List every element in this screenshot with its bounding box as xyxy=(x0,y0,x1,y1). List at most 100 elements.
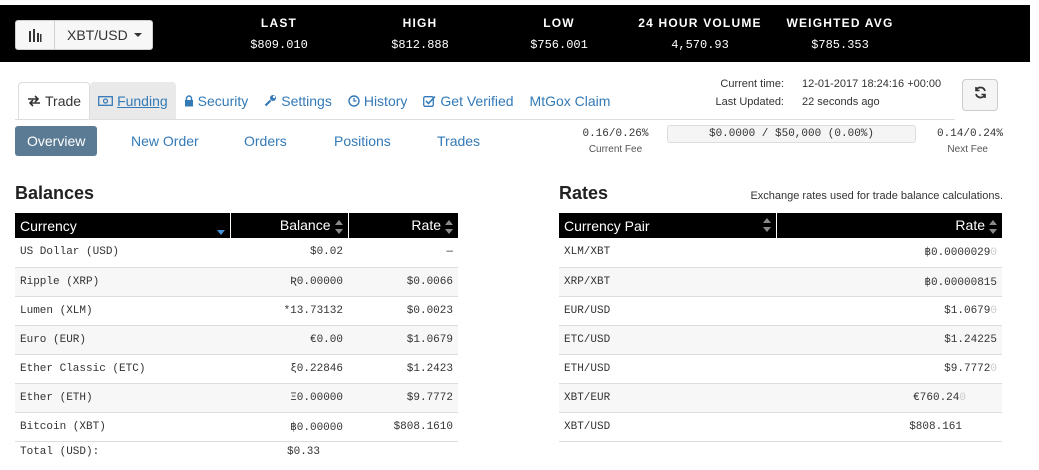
table-header-row: Currency Balance Rate xyxy=(15,213,458,238)
table-row: Ether (ETH) Ξ0.00000 $9.7772 xyxy=(15,383,458,413)
table-row: XRP/XBT ฿0.00000815 xyxy=(559,267,1002,297)
cell-balance: ξ0.22846 xyxy=(230,354,348,384)
table-row: Ripple (XRP) Ʀ0.00000 $0.0066 xyxy=(15,267,458,297)
rates-title: Rates xyxy=(559,183,609,203)
cell-rate: — xyxy=(348,238,458,268)
stat-value: $756.001 xyxy=(530,38,588,52)
stat-volume: 24 HOUR VOLUME 4,570.93 xyxy=(630,16,770,52)
table-row: Bitcoin (XBT) ฿0.00000 $808.1610 xyxy=(15,412,458,442)
balances-title: Balances xyxy=(15,183,95,203)
exchange-icon xyxy=(27,95,41,107)
subtab-new-order[interactable]: New Order xyxy=(131,133,199,149)
stat-value: 4,570.93 xyxy=(671,38,729,52)
table-header-row: Currency Pair Rate xyxy=(559,213,1002,238)
col-header-rate[interactable]: Rate xyxy=(347,213,458,238)
rates-table: Currency Pair Rate XLM/XBT ฿0.00000290 X… xyxy=(559,213,1002,442)
cell-balance: ฿0.00000 xyxy=(230,412,348,442)
tab-security[interactable]: Security xyxy=(176,82,257,119)
check-square-icon xyxy=(423,95,436,107)
stat-label: LOW xyxy=(543,16,575,30)
current-fee-label: Current Fee xyxy=(588,144,643,155)
tab-get-verified[interactable]: Get Verified xyxy=(415,82,521,119)
tab-label: Get Verified xyxy=(440,92,514,109)
stat-last: LAST $809.010 xyxy=(239,16,319,52)
clock-icon xyxy=(348,94,360,107)
rates-note: Exchange rates used for trade balance ca… xyxy=(750,190,1003,202)
stat-value: $812.888 xyxy=(391,38,449,52)
current-fee: 0.16/0.26% Current Fee xyxy=(578,128,653,155)
ticker-bar: XBT/USD LAST $809.010 HIGH $812.888 LOW … xyxy=(0,5,1030,62)
wrench-icon xyxy=(264,94,277,107)
cell-currency: Ether Classic (ETC) xyxy=(15,354,230,384)
cell-rate: ฿0.00000815 xyxy=(776,267,1002,297)
col-header-currency-pair[interactable]: Currency Pair xyxy=(559,213,776,238)
cell-pair: XBT/EUR xyxy=(559,383,776,413)
cell-rate: $0.0023 xyxy=(348,296,458,326)
stat-weighted-avg: WEIGHTED AVG $785.353 xyxy=(780,16,900,52)
sort-icon xyxy=(989,219,997,234)
tab-trade[interactable]: Trade xyxy=(18,82,91,120)
trailing-zero: 0 xyxy=(990,362,997,375)
subtab-positions[interactable]: Positions xyxy=(334,133,391,149)
current-fee-value: 0.16/0.26% xyxy=(582,128,649,140)
subtab-trades[interactable]: Trades xyxy=(437,133,481,149)
cell-currency: Bitcoin (XBT) xyxy=(15,412,230,442)
cell-balance: Ξ0.00000 xyxy=(230,383,348,413)
cell-rate: $808.1610 xyxy=(348,412,458,442)
cell-pair: XLM/XBT xyxy=(559,238,776,268)
tab-mtgox-claim[interactable]: MtGox Claim xyxy=(522,82,619,119)
total-value: $0.33 xyxy=(287,446,321,458)
refresh-button[interactable] xyxy=(962,79,998,111)
fee-volume-progress: $0.0000 / $50,000 (0.00%) xyxy=(667,125,916,143)
stat-label: LAST xyxy=(260,16,298,30)
table-row: US Dollar (USD) $0.02 — xyxy=(15,238,458,268)
tab-settings[interactable]: Settings xyxy=(256,82,340,119)
refresh-icon xyxy=(974,86,987,104)
pair-selector-button[interactable]: XBT/USD xyxy=(15,20,153,50)
cell-rate: $808.161 xyxy=(776,412,1002,442)
lock-icon xyxy=(184,94,194,107)
last-updated-label: Last Updated: xyxy=(715,96,785,108)
col-header-rate[interactable]: Rate xyxy=(775,213,1002,238)
fee-progress-text: $0.0000 / $50,000 (0.00%) xyxy=(708,128,875,140)
cell-rate: $9.77720 xyxy=(776,354,1002,384)
time-info: Current time: 12-01-2017 18:24:16 +00:00… xyxy=(700,78,942,114)
cell-rate: €760.240 xyxy=(776,383,1002,413)
col-header-balance[interactable]: Balance xyxy=(229,213,348,238)
cell-rate: $0.0066 xyxy=(348,267,458,297)
stat-low: LOW $756.001 xyxy=(519,16,599,52)
next-fee-label: Next Fee xyxy=(947,144,988,155)
stat-label: WEIGHTED AVG xyxy=(786,16,894,30)
cell-rate: $1.2423 xyxy=(348,354,458,384)
cell-pair: ETH/USD xyxy=(559,354,776,384)
subtab-orders[interactable]: Orders xyxy=(244,133,287,149)
cell-currency: Euro (EUR) xyxy=(15,325,230,355)
table-row: XLM/XBT ฿0.00000290 xyxy=(559,238,1002,268)
next-fee-value: 0.14/0.24% xyxy=(936,128,1003,140)
cell-currency: Ripple (XRP) xyxy=(15,267,230,297)
cell-currency: Ether (ETH) xyxy=(15,383,230,413)
tab-label: Security xyxy=(197,92,249,109)
cell-rate: ฿0.00000290 xyxy=(776,238,1002,268)
cell-balance: Ʀ0.00000 xyxy=(230,267,348,297)
stat-high: HIGH $812.888 xyxy=(380,16,460,52)
sort-icon xyxy=(445,219,453,234)
cell-pair: XRP/XBT xyxy=(559,267,776,297)
balances-total-row: Total (USD): $0.33 xyxy=(15,441,458,465)
table-row: Lumen (XLM) *13.73132 $0.0023 xyxy=(15,296,458,326)
tab-funding[interactable]: Funding xyxy=(90,82,176,119)
table-row: Euro (EUR) €0.00 $1.0679 xyxy=(15,325,458,355)
col-header-currency[interactable]: Currency xyxy=(15,213,230,238)
tab-history[interactable]: History xyxy=(340,82,416,119)
tab-label: Trade xyxy=(45,93,82,109)
cell-rate: $1.0679 xyxy=(348,325,458,355)
cell-balance: *13.73132 xyxy=(230,296,348,326)
cell-rate: $1.06790 xyxy=(776,296,1002,326)
trailing-zero: 0 xyxy=(990,247,997,260)
tab-label: Funding xyxy=(117,92,168,109)
caret-down-icon xyxy=(133,33,142,37)
table-row: Ether Classic (ETC) ξ0.22846 $1.2423 xyxy=(15,354,458,384)
table-row: XBT/EUR €760.240 xyxy=(559,383,1002,413)
money-icon xyxy=(98,95,114,106)
subtab-overview[interactable]: Overview xyxy=(15,126,98,156)
